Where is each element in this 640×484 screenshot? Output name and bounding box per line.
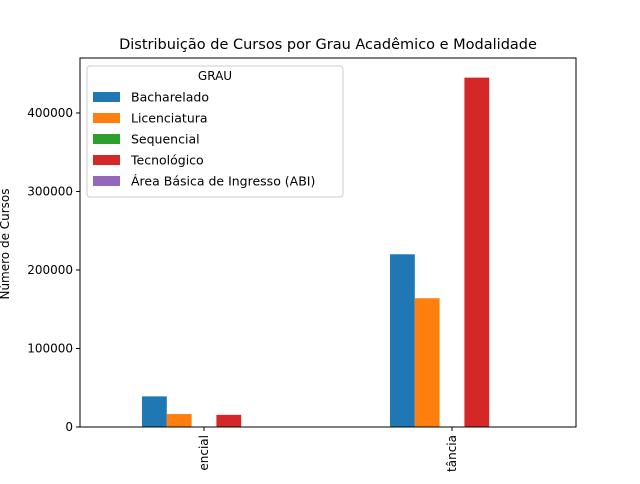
y-tick-label: 400000 (27, 106, 73, 120)
legend-swatch (93, 113, 120, 123)
axes-layer: 0 100000 200000 300000 400000 encial tância (27, 57, 577, 472)
legend-frame (86, 65, 344, 198)
bar-bacharelado-1 (390, 254, 415, 427)
legend-swatch (93, 176, 120, 186)
bar-tecnol-gico-0 (216, 414, 242, 427)
legend-label: Tecnológico (130, 153, 204, 168)
bar-tecnol-gico-1 (464, 77, 490, 427)
chart-title: Distribuição de Cursos por Grau Acadêmic… (119, 37, 537, 53)
y-axis-label: Número de Cursos (0, 188, 12, 299)
legend-title: GRAU (198, 69, 232, 83)
bars-layer (142, 77, 490, 427)
bar-bacharelado-0 (142, 396, 167, 427)
legend-swatch (93, 134, 120, 144)
y-tick-label: 0 (65, 420, 73, 434)
legend-label: Área Básica de Ingresso (ABI) (131, 174, 315, 189)
x-tick-label: encial (197, 435, 211, 471)
y-tick-label: 100000 (27, 341, 73, 355)
bar-licenciatura-0 (166, 414, 192, 427)
x-tick-label: tância (445, 435, 459, 472)
legend: GRAU Bacharelado Licenciatura Sequencial Te… (86, 65, 344, 198)
plot-frame (79, 57, 577, 428)
legend-label: Licenciatura (131, 111, 208, 126)
legend-label: Sequencial (131, 132, 200, 147)
bar-licenciatura-1 (414, 298, 440, 427)
legend-swatch (93, 92, 120, 102)
y-tick-label: 300000 (27, 184, 73, 198)
legend-swatch (93, 155, 120, 165)
y-tick-label: 200000 (27, 263, 73, 277)
legend-label: Bacharelado (131, 90, 209, 105)
